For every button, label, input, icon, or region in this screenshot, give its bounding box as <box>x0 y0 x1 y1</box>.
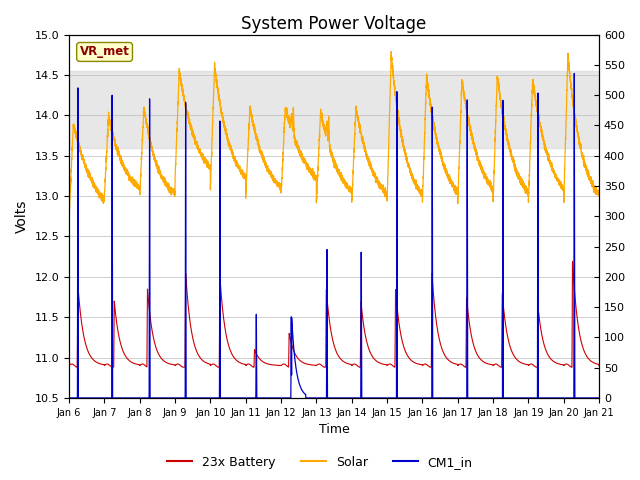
Y-axis label: Volts: Volts <box>15 200 29 233</box>
Title: System Power Voltage: System Power Voltage <box>241 15 427 33</box>
Text: VR_met: VR_met <box>79 46 129 59</box>
Legend: 23x Battery, Solar, CM1_in: 23x Battery, Solar, CM1_in <box>163 451 477 474</box>
Bar <box>69 71 599 148</box>
X-axis label: Time: Time <box>319 423 349 436</box>
